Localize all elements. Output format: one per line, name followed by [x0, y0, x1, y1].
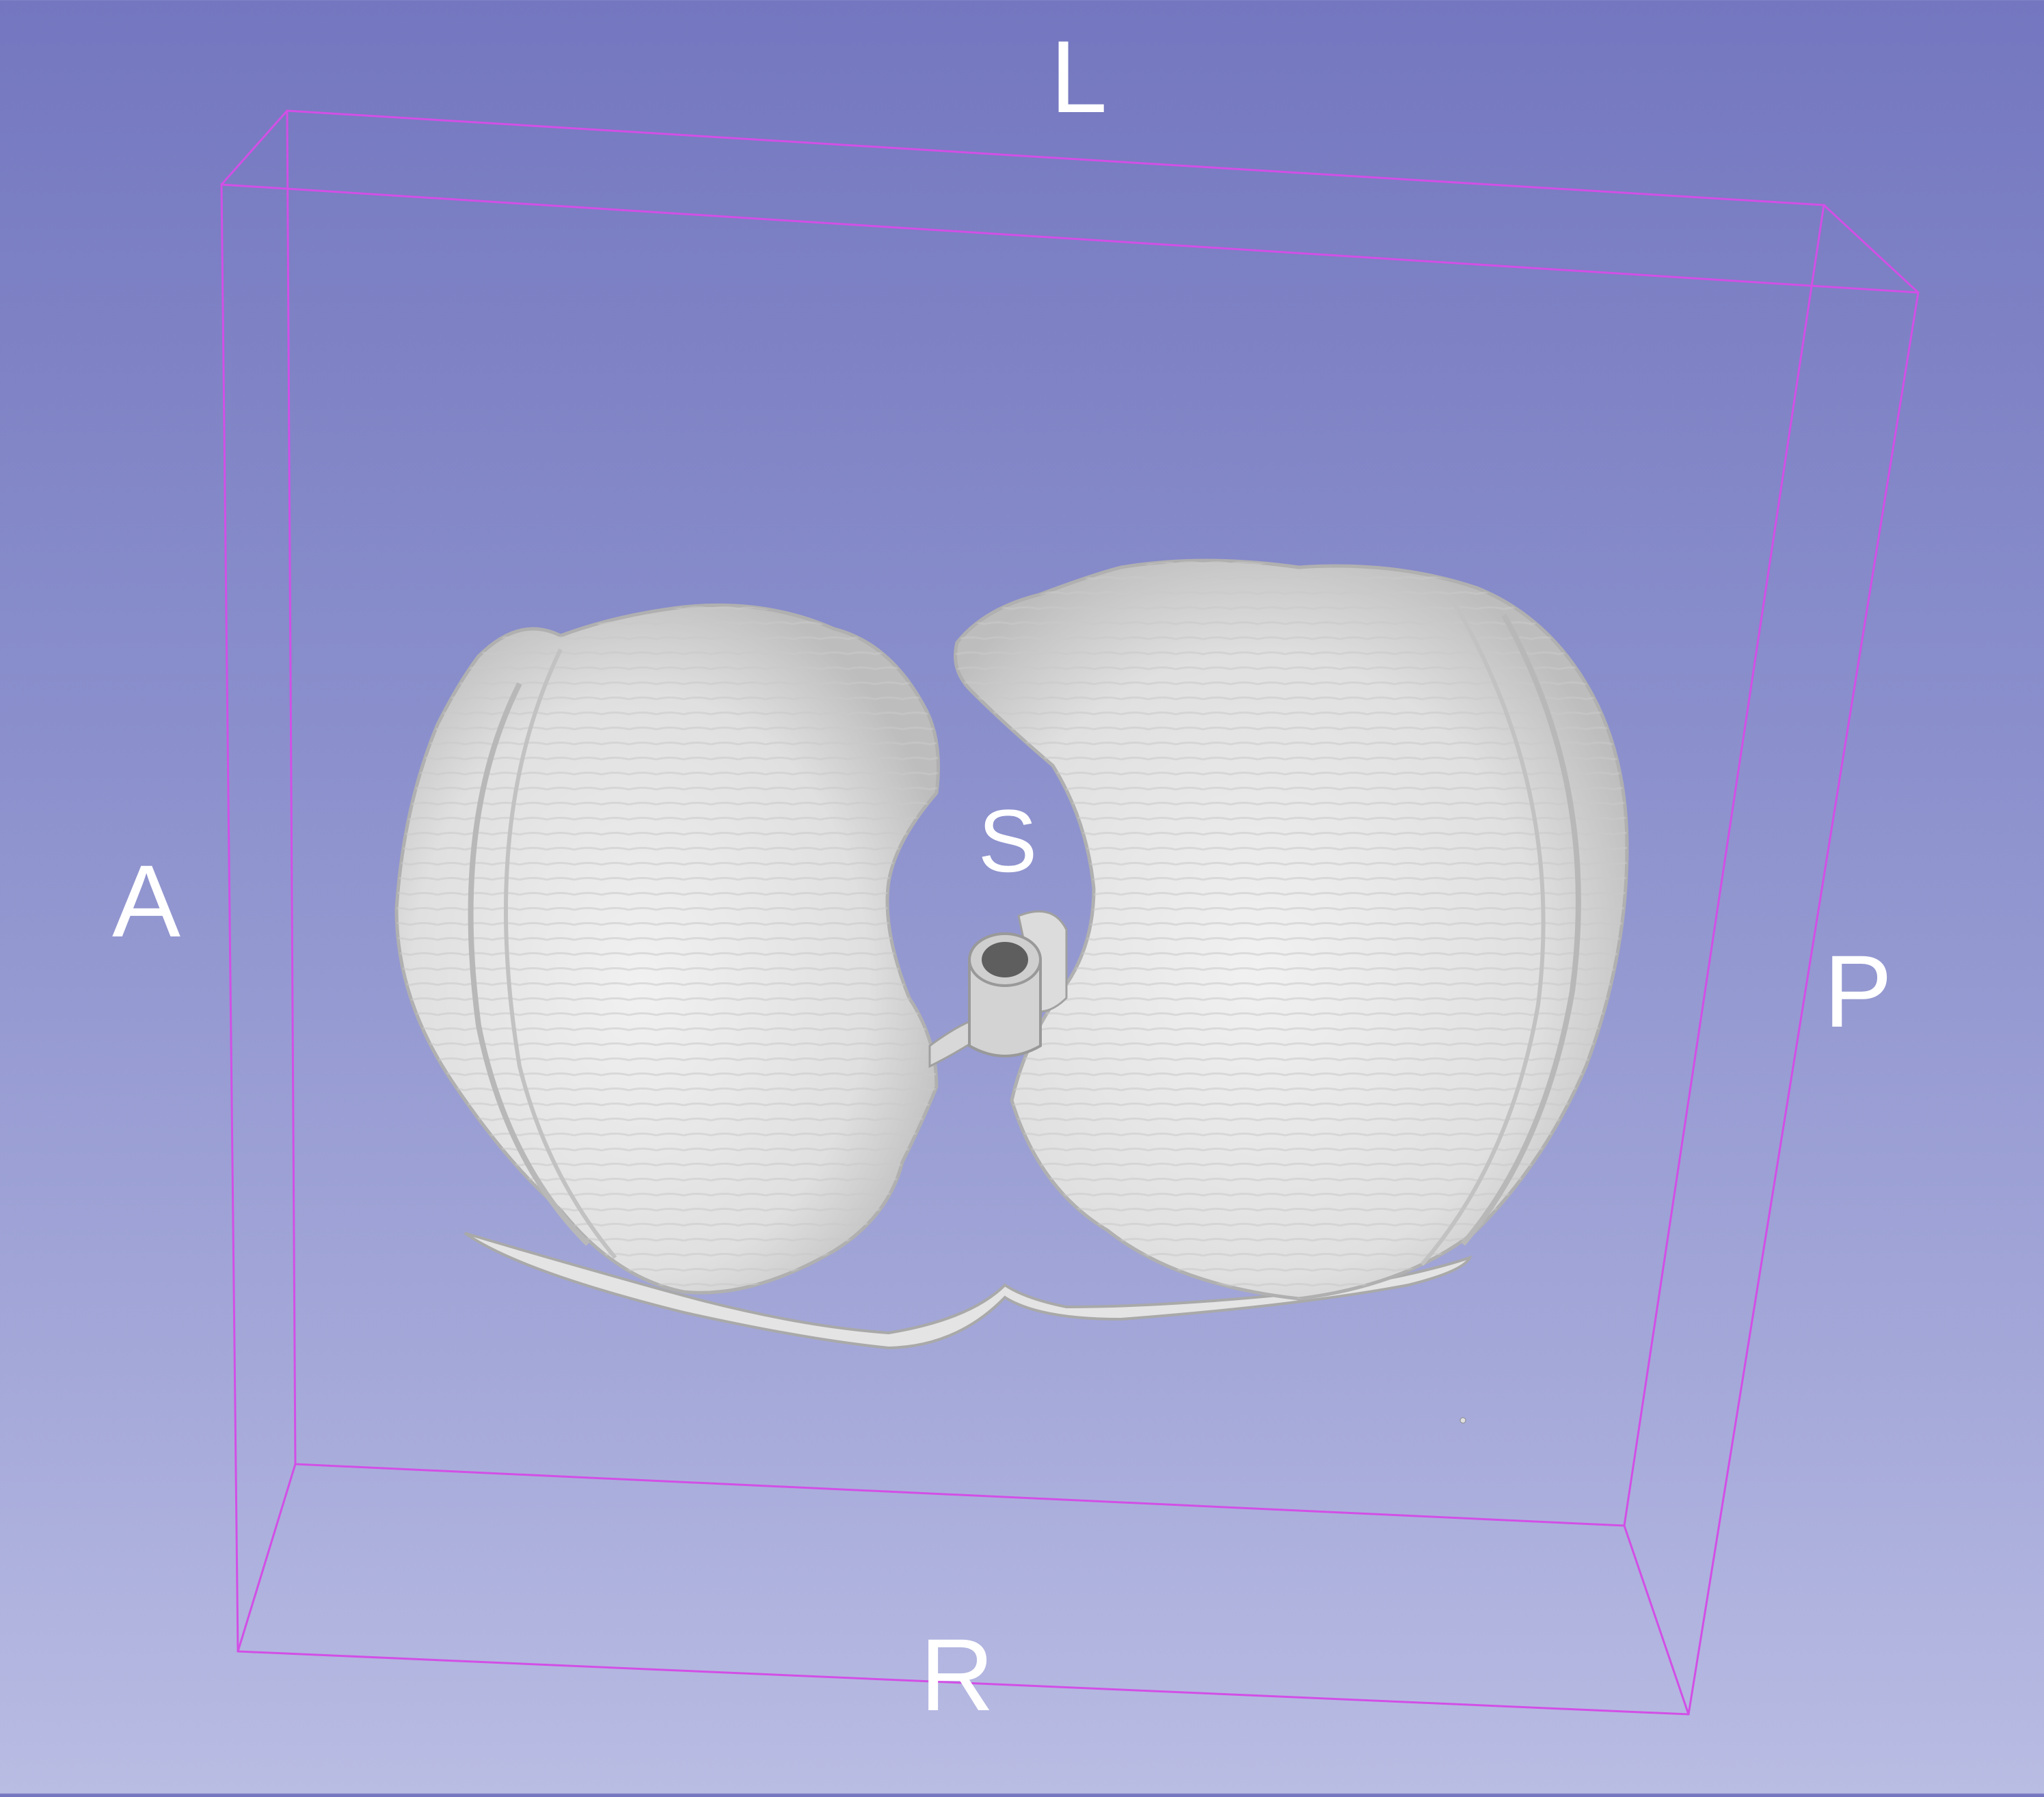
bbox-edge: [237, 1463, 297, 1652]
fiducial-dot: [1460, 1417, 1466, 1424]
trachea: [928, 910, 1068, 1068]
orientation-label-left: L: [1050, 19, 1107, 134]
bbox-edge: [1823, 204, 1920, 294]
bounding-box: [220, 109, 1920, 1716]
diaphragm-surface: [463, 1232, 1473, 1350]
lung-left: [954, 558, 1629, 1301]
lung-right: [394, 603, 940, 1295]
bbox-edge: [220, 110, 288, 185]
orientation-label-superior: S: [978, 791, 1038, 891]
orientation-label-anterior: A: [111, 843, 181, 958]
orientation-label-right: R: [919, 1617, 995, 1732]
orientation-label-posterior: P: [1823, 934, 1893, 1049]
bbox-edge: [1623, 1525, 1690, 1715]
